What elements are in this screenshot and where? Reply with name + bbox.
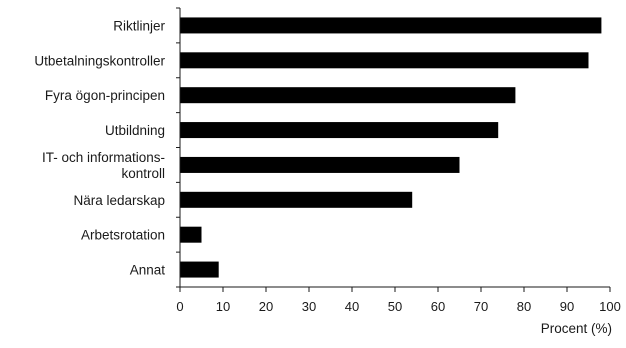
category-label-0: Riktlinjer	[113, 18, 165, 33]
category-label-4: IT- och informations-kontroll	[42, 150, 165, 181]
x-tick-label-3: 30	[302, 299, 316, 314]
bar-2	[180, 87, 516, 104]
x-tick-label-6: 60	[431, 299, 445, 314]
bars-layer	[180, 17, 602, 278]
bar-5	[180, 191, 413, 208]
bar-0	[180, 17, 602, 34]
category-label-5: Nära ledarskap	[73, 193, 165, 208]
x-tick-label-10: 100	[599, 299, 621, 314]
category-label-3: Utbildning	[105, 123, 165, 138]
category-label-6: Arbetsrotation	[81, 228, 165, 243]
category-label-2: Fyra ögon-principen	[45, 88, 165, 103]
x-tick-label-5: 50	[388, 299, 402, 314]
bar-4	[180, 156, 460, 173]
category-label-6-line-0: Arbetsrotation	[81, 228, 165, 243]
bar-7	[180, 261, 219, 278]
category-label-4-line-0: IT- och informations-	[42, 150, 165, 165]
x-tick-label-9: 90	[560, 299, 574, 314]
category-label-0-line-0: Riktlinjer	[113, 18, 165, 33]
x-tick-label-2: 20	[259, 299, 273, 314]
bar-6	[180, 226, 202, 243]
axes-layer	[176, 7, 611, 292]
category-label-2-line-0: Fyra ögon-principen	[45, 88, 165, 103]
category-label-7-line-0: Annat	[130, 263, 166, 278]
category-label-7: Annat	[130, 263, 166, 278]
x-tick-label-8: 80	[517, 299, 531, 314]
labels-layer: Riktlinjer Utbetalningskontroller Fyra ögo…	[34, 18, 620, 314]
bar-3	[180, 122, 499, 139]
x-tick-label-1: 10	[216, 299, 230, 314]
x-tick-label-4: 40	[345, 299, 359, 314]
category-label-1: Utbetalningskontroller	[34, 53, 165, 68]
x-tick-label-0: 0	[176, 299, 183, 314]
bar-1	[180, 52, 589, 69]
category-label-3-line-0: Utbildning	[105, 123, 165, 138]
category-label-1-line-0: Utbetalningskontroller	[34, 53, 165, 68]
category-label-5-line-0: Nära ledarskap	[73, 193, 165, 208]
category-label-4-line-1: kontroll	[121, 166, 165, 181]
x-axis-title: Procent (%)	[541, 321, 612, 336]
x-tick-label-7: 70	[474, 299, 488, 314]
